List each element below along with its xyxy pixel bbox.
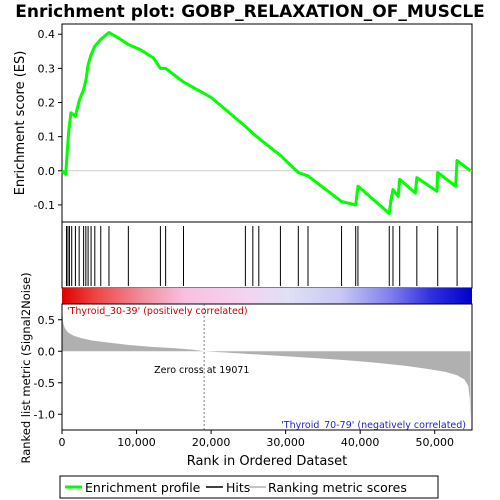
es-ylabel: Enrichment score (ES) <box>13 51 28 196</box>
metric-panel-bg <box>62 304 472 430</box>
metric-ytick-label: 0.0 <box>38 345 56 358</box>
hits-panel <box>61 221 473 289</box>
metric-area <box>62 307 471 421</box>
legend: Enrichment profile Hits Ranking metric s… <box>59 475 439 499</box>
metric-ytick-label: -0.5 <box>34 377 55 390</box>
es-ytick-label: 0.2 <box>38 97 56 110</box>
metric-y-axis: -1.0 -0.5 0.0 0.5 <box>34 314 62 421</box>
es-line <box>60 31 472 215</box>
es-ytick-label: 0.1 <box>38 131 56 144</box>
es-ytick-label: 0.3 <box>38 62 56 75</box>
positive-label: 'Thyroid_30-39' (positively correlated) <box>67 306 248 317</box>
metric-panel: Zero cross at 19071 'Thyroid_30-39' (pos… <box>19 272 473 469</box>
metric-x-axis: 0 10,000 20,000 30,000 40,000 50,000 <box>59 430 454 449</box>
metric-xtick-label: 10,000 <box>117 436 156 449</box>
es-ytick-label: -0.1 <box>34 199 55 212</box>
legend-label-metric: Ranking metric scores <box>268 480 407 495</box>
chart-title: Enrichment plot: GOBP_RELAXATION_OF_MUSC… <box>15 2 485 22</box>
metric-ytick-label: 0.5 <box>38 314 56 327</box>
negative-label: 'Thyroid_70-79' (negatively correlated) <box>281 420 466 431</box>
es-panel-frame <box>61 23 473 223</box>
metric-xtick-label: 0 <box>59 436 66 449</box>
es-ytick-label: 0.4 <box>38 28 56 41</box>
metric-ylabel: Ranked list metric (Signal2Noise) <box>19 272 33 463</box>
legend-label-es: Enrichment profile <box>85 480 201 495</box>
metric-xtick-label: 50,000 <box>415 436 454 449</box>
es-y-axis: -0.1 0.0 0.1 0.2 0.3 0.4 <box>34 28 62 212</box>
metric-xtick-label: 40,000 <box>341 436 380 449</box>
hits-panel-frame <box>61 221 473 289</box>
zero-cross-label: Zero cross at 19071 <box>154 365 249 376</box>
legend-label-hits: Hits <box>226 480 250 495</box>
metric-xtick-label: 20,000 <box>192 436 231 449</box>
metric-ytick-label: -1.0 <box>34 408 55 421</box>
rank-gradient <box>62 288 472 304</box>
es-ytick-label: 0.0 <box>38 165 56 178</box>
metric-xtick-label: 30,000 <box>266 436 305 449</box>
metric-panel-frame <box>61 303 473 431</box>
hit-marks <box>65 226 458 286</box>
metric-xlabel: Rank in Ordered Dataset <box>187 454 348 469</box>
rank-color-bar <box>62 288 472 304</box>
es-panel: -0.1 0.0 0.1 0.2 0.3 0.4 Enrichment score (ES… <box>13 23 473 223</box>
